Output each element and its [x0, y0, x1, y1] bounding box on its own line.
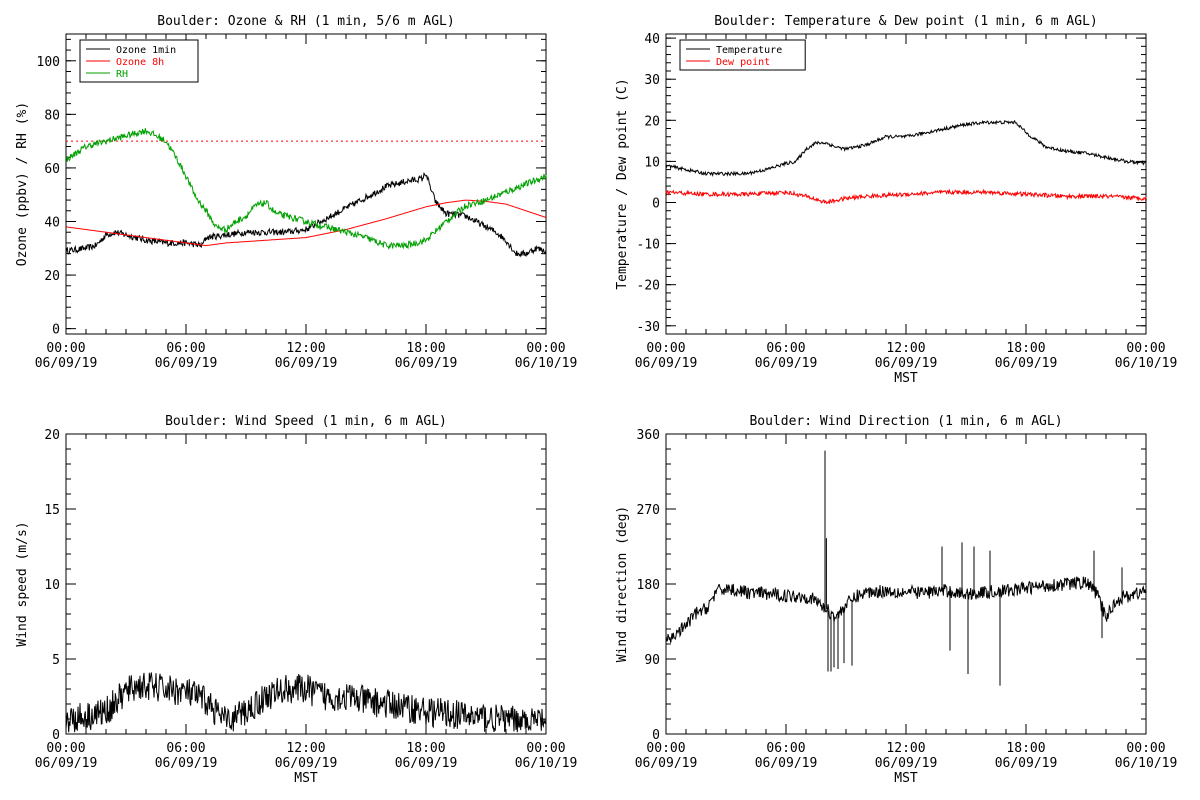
temperature-dewpoint-xtick-time-label: 00:00	[646, 341, 685, 356]
ozone-rh-xtick-time-label: 00:00	[526, 341, 565, 356]
ozone-rh-ytick-label: 0	[52, 323, 60, 338]
temperature-dewpoint-ytick-label: 40	[644, 32, 660, 47]
temperature-dewpoint-xtick-date-label: 06/10/19	[1115, 356, 1178, 371]
ozone-rh-xtick-time-label: 06:00	[166, 341, 205, 356]
ozone-rh-xtick-time-label: 12:00	[286, 341, 325, 356]
temperature-dewpoint-legend-label: Temperature	[716, 45, 782, 56]
wind-speed-ylabel: Wind speed (m/s)	[15, 521, 30, 646]
wind-speed-xtick-date-label: 06/09/19	[395, 756, 458, 771]
ozone-rh-xtick-date-label: 06/09/19	[35, 356, 98, 371]
wind-speed-xtick-date-label: 06/09/19	[155, 756, 218, 771]
wind-direction-xtick-time-label: 18:00	[1006, 741, 1045, 756]
wind-speed-xtick-time-label: 00:00	[46, 741, 85, 756]
panel-wind-direction: Boulder: Wind Direction (1 min, 6 m AGL)…	[615, 414, 1177, 786]
temperature-dewpoint-xlabel: MST	[894, 371, 918, 386]
wind-direction-series-line0	[665, 576, 1147, 643]
ozone-rh-legend-label: RH	[116, 69, 128, 80]
ozone-rh-xtick-time-label: 00:00	[46, 341, 85, 356]
temperature-dewpoint-ytick-label: 0	[652, 196, 660, 211]
wind-direction-xtick-date-label: 06/09/19	[635, 756, 698, 771]
temperature-dewpoint-xtick-date-label: 06/09/19	[635, 356, 698, 371]
ozone-rh-ytick-label: 60	[44, 162, 60, 177]
panel-ozone-rh: Boulder: Ozone & RH (1 min, 5/6 m AGL) 0 2…	[15, 14, 577, 371]
wind-speed-xtick-time-label: 18:00	[406, 741, 445, 756]
temperature-dewpoint-series-temperature	[665, 119, 1147, 177]
wind-direction-xtick-date-label: 06/10/19	[1115, 756, 1178, 771]
wind-speed-title: Boulder: Wind Speed (1 min, 6 m AGL)	[165, 414, 447, 429]
wind-direction-xtick-time-label: 00:00	[1126, 741, 1165, 756]
temperature-dewpoint-plot-frame	[665, 33, 1147, 335]
ozone-rh-ylabel: Ozone (ppbv) / RH (%)	[15, 102, 30, 266]
wind-speed-ytick-label: 0	[52, 728, 60, 743]
temperature-dewpoint-xtick-time-label: 18:00	[1006, 341, 1045, 356]
wind-speed-ytick-label: 5	[52, 653, 60, 668]
wind-speed-series-line0	[65, 672, 547, 733]
wind-direction-xtick-time-label: 00:00	[646, 741, 685, 756]
wind-direction-title: Boulder: Wind Direction (1 min, 6 m AGL)	[749, 414, 1062, 429]
wind-speed-xtick-time-label: 12:00	[286, 741, 325, 756]
wind-direction-ytick-label: 0	[652, 728, 660, 743]
wind-speed-xlabel: MST	[294, 771, 318, 786]
wind-speed-xtick-time-label: 00:00	[526, 741, 565, 756]
temperature-dewpoint-ylabel: Temperature / Dew point (C)	[615, 78, 630, 289]
wind-direction-ytick-label: 270	[637, 503, 660, 518]
wind-speed-ytick-label: 15	[44, 503, 60, 518]
temperature-dewpoint-title: Boulder: Temperature & Dew point (1 min,…	[714, 14, 1098, 29]
wind-direction-xtick-date-label: 06/09/19	[995, 756, 1058, 771]
temperature-dewpoint-ytick-label: -30	[637, 320, 660, 335]
temperature-dewpoint-xtick-date-label: 06/09/19	[995, 356, 1058, 371]
wind-speed-ytick-label: 20	[44, 428, 60, 443]
ozone-rh-title: Boulder: Ozone & RH (1 min, 5/6 m AGL)	[157, 14, 454, 29]
temperature-dewpoint-series-dew-point	[665, 188, 1147, 205]
temperature-dewpoint-ytick-label: 10	[644, 155, 660, 170]
wind-speed-xtick-date-label: 06/10/19	[515, 756, 578, 771]
ozone-rh-series-ozone-1min	[65, 172, 547, 258]
wind-direction-xtick-time-label: 12:00	[886, 741, 925, 756]
wind-speed-xtick-date-label: 06/09/19	[35, 756, 98, 771]
wind-direction-ytick-label: 90	[644, 653, 660, 668]
temperature-dewpoint-ytick-label: 30	[644, 73, 660, 88]
temperature-dewpoint-xtick-date-label: 06/09/19	[875, 356, 938, 371]
ozone-rh-series-rh	[65, 128, 547, 251]
wind-speed-ytick-label: 10	[44, 578, 60, 593]
ozone-rh-ytick-label: 80	[44, 108, 60, 123]
wind-direction-ytick-label: 360	[637, 428, 660, 443]
ozone-rh-ytick-label: 40	[44, 216, 60, 231]
wind-direction-ylabel: Wind direction (deg)	[615, 506, 630, 663]
panel-wind-speed: Boulder: Wind Speed (1 min, 6 m AGL) 0 5 10…	[15, 414, 577, 786]
temperature-dewpoint-ytick-label: -20	[637, 279, 660, 294]
ozone-rh-series-ozone-8h	[66, 199, 547, 247]
temperature-dewpoint-legend-box	[679, 39, 806, 71]
ozone-rh-xtick-date-label: 06/09/19	[395, 356, 458, 371]
ozone-rh-xtick-date-label: 06/09/19	[155, 356, 218, 371]
temperature-dewpoint-xtick-time-label: 12:00	[886, 341, 925, 356]
ozone-rh-xtick-time-label: 18:00	[406, 341, 445, 356]
ozone-rh-xtick-date-label: 06/09/19	[275, 356, 338, 371]
wind-direction-ytick-label: 180	[637, 578, 660, 593]
wind-direction-xtick-time-label: 06:00	[766, 741, 805, 756]
wind-speed-xtick-time-label: 06:00	[166, 741, 205, 756]
temperature-dewpoint-ytick-label: -10	[637, 238, 660, 253]
ozone-rh-legend-label: Ozone 8h	[116, 57, 164, 68]
ozone-rh-legend-label: Ozone 1min	[116, 45, 176, 56]
ozone-rh-xtick-date-label: 06/10/19	[515, 356, 578, 371]
wind-direction-xtick-date-label: 06/09/19	[755, 756, 818, 771]
ozone-rh-ytick-label: 20	[44, 269, 60, 284]
ozone-rh-ytick-label: 100	[37, 55, 60, 70]
temperature-dewpoint-xtick-time-label: 06:00	[766, 341, 805, 356]
temperature-dewpoint-ytick-label: 20	[644, 114, 660, 129]
temperature-dewpoint-legend-label: Dew point	[716, 57, 770, 68]
wind-direction-xlabel: MST	[894, 771, 918, 786]
wind-speed-xtick-date-label: 06/09/19	[275, 756, 338, 771]
panel-temperature-dewpoint: Boulder: Temperature & Dew point (1 min,…	[615, 14, 1177, 386]
wind-direction-xtick-date-label: 06/09/19	[875, 756, 938, 771]
temperature-dewpoint-xtick-time-label: 00:00	[1126, 341, 1165, 356]
temperature-dewpoint-xtick-date-label: 06/09/19	[755, 356, 818, 371]
